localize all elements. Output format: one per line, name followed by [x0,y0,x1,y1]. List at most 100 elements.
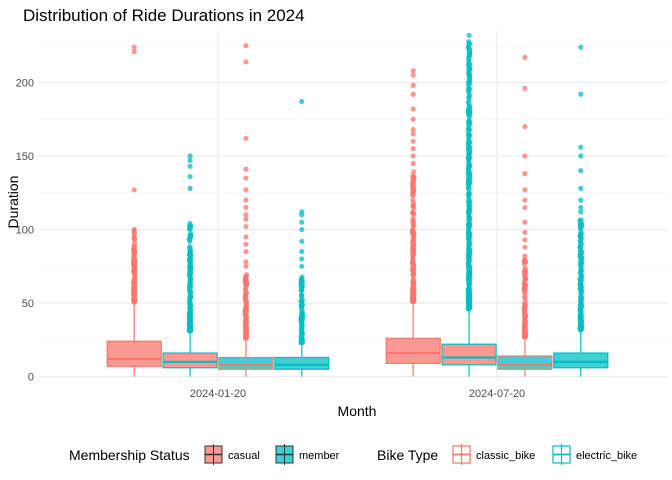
outlier-point [243,212,249,218]
outlier-point [243,316,249,323]
outlier-point [465,184,472,190]
outlier-point [467,249,473,255]
outlier-point [577,276,583,282]
outlier-point [465,235,472,241]
outlier-point [578,313,584,319]
legend-label: electric_bike [576,450,637,462]
outlier-point [243,241,249,247]
outlier-point [187,163,193,169]
outlier-point [243,216,249,222]
outlier-point [578,185,584,191]
outlier-point [299,287,305,293]
box-2024-07-20-casual-electric_bike [441,32,497,377]
outlier-point [131,281,137,287]
iqr-box [497,355,553,370]
outlier-point [298,302,305,309]
outlier-point [466,40,473,47]
outlier-point [410,82,416,89]
outlier-point [410,126,416,133]
legend-label: casual [228,450,260,462]
outlier-point [243,263,249,269]
outlier-point [131,256,137,262]
outlier-point [299,292,305,298]
outlier-point [243,175,249,181]
outlier-point [465,131,471,137]
outlier-point [578,153,584,159]
box-2024-01-20-member-electric_bike [274,98,330,377]
outlier-point [522,283,529,289]
outlier-point [411,266,417,272]
outlier-point [522,229,528,236]
outlier-point [243,223,249,230]
outlier-point [410,160,416,166]
outlier-point [243,43,249,49]
outlier-point [522,244,528,250]
outlier-point [578,298,584,304]
outlier-point [410,153,416,159]
outlier-point [466,191,472,197]
outlier-point [466,215,473,221]
legend-label: member [299,450,340,462]
outlier-point [243,306,249,313]
outlier-point [466,230,472,236]
outlier-point [410,203,416,209]
outlier-point [466,94,472,100]
outlier-point [187,173,193,180]
outlier-point [187,319,193,325]
outlier-point [411,284,417,290]
outlier-point [187,153,193,159]
outlier-point [187,236,193,242]
outlier-point [409,250,416,256]
outlier-point [131,262,137,268]
outlier-point [465,305,472,312]
outlier-point [410,280,417,286]
outlier-point [242,294,248,301]
outlier-point [522,312,529,319]
grid-lines [39,31,668,381]
outlier-point [466,294,472,300]
y-tick-label: 150 [16,151,34,163]
outlier-point [522,319,528,325]
outlier-point [466,98,472,105]
outlier-point [578,44,584,50]
outlier-point [522,197,528,203]
outlier-point [522,259,528,265]
outlier-point [243,248,249,255]
outlier-point [466,280,472,287]
outlier-point [411,235,417,241]
outlier-point [466,225,472,231]
outlier-point [466,106,472,112]
box-layer [106,32,609,377]
outlier-point [411,168,417,175]
outlier-point [243,272,249,279]
box-2024-01-20-member-classic_bike [218,43,274,377]
outlier-point [298,280,305,286]
outlier-point [578,168,584,174]
outlier-point [410,178,417,184]
outlier-point [522,272,528,279]
outlier-point [243,135,249,141]
outlier-point [409,192,416,198]
outlier-point [522,219,528,225]
outlier-point [410,68,416,74]
legend: Membership Status Bike Type casual member… [69,444,637,465]
outlier-point [577,242,584,248]
outlier-point [578,287,584,293]
outlier-point [578,326,584,333]
outlier-point [578,144,584,150]
outlier-point [466,74,473,80]
outlier-point [522,153,528,159]
outlier-point [578,91,584,97]
chart-title: Distribution of Ride Durations in 2024 [23,6,305,25]
outlier-point [410,138,416,144]
outlier-point [243,259,249,265]
legend-label: classic_bike [476,450,535,462]
outlier-point [466,163,473,169]
outlier-point [466,60,472,66]
iqr-box [162,352,218,369]
outlier-point [131,296,137,302]
outlier-point [187,280,193,287]
outlier-point [522,187,528,193]
outlier-point [410,116,416,122]
